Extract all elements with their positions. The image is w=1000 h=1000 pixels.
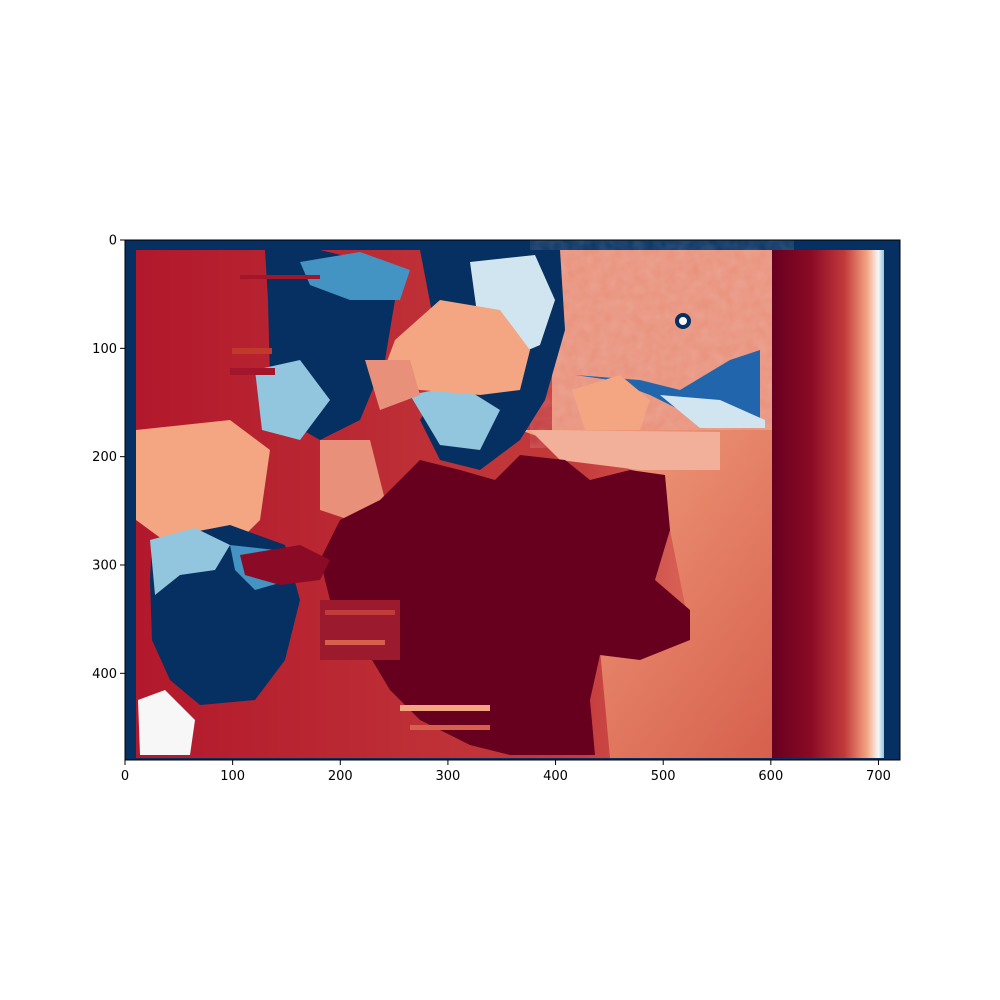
x-tick-label: 700 (866, 769, 891, 784)
x-tick-label: 300 (436, 769, 461, 784)
y-tick-label: 300 (92, 559, 117, 574)
x-axis: 0 100 200 300 400 500 600 700 (121, 760, 891, 784)
y-tick-label: 100 (92, 342, 117, 357)
y-tick-label: 200 (92, 450, 117, 465)
x-tick-label: 0 (121, 769, 129, 784)
x-tick-label: 600 (758, 769, 783, 784)
y-tick-label: 0 (109, 234, 117, 249)
x-tick-label: 400 (543, 769, 568, 784)
heatmap-image (125, 240, 900, 760)
x-tick-label: 100 (220, 769, 245, 784)
x-tick-label: 500 (651, 769, 676, 784)
x-tick-label: 200 (328, 769, 353, 784)
y-tick-label: 400 (92, 667, 117, 682)
plot-area-frame (124, 239, 901, 761)
y-axis: 0 100 200 300 400 (92, 234, 125, 682)
